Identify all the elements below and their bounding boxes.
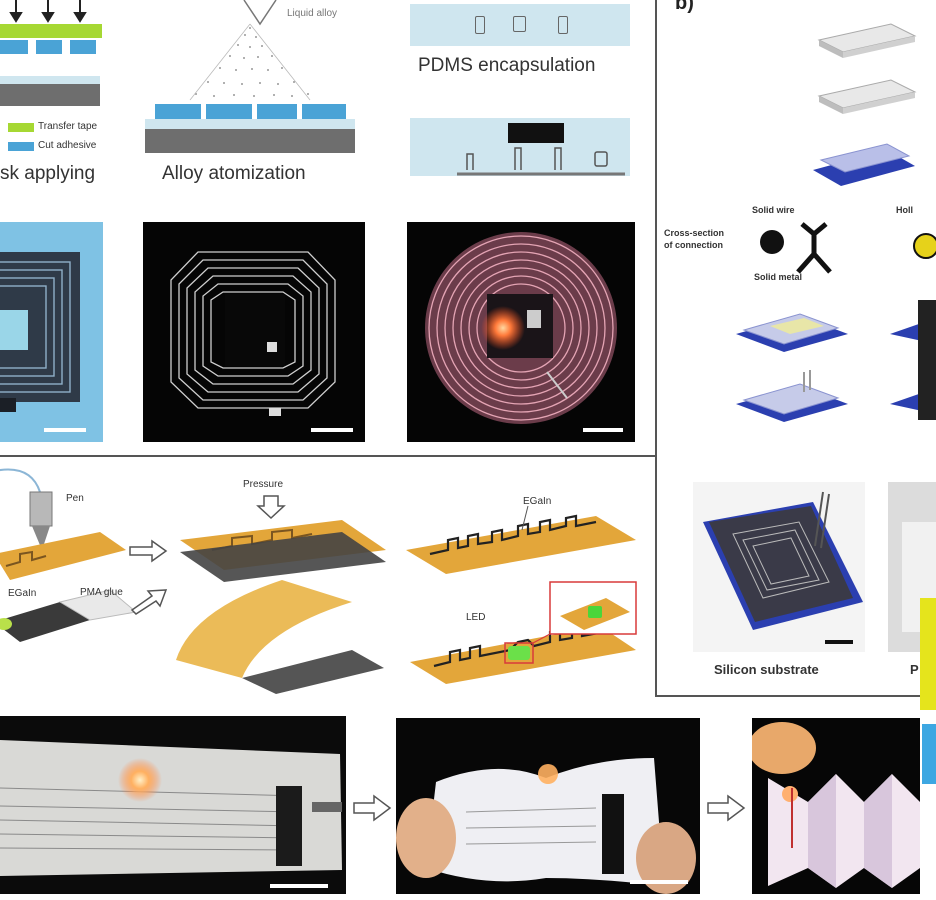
solid-metal-label: Solid metal [754,272,803,282]
nozzle-icon [243,0,277,26]
flow-arrow-icon [130,589,168,615]
edge-fragment [918,300,936,420]
edge-fragment [920,598,936,710]
panel-b-label: b) [675,0,694,14]
liquid-alloy-label: Liquid alloy [287,8,338,19]
solid-wire-label: Solid wire [752,205,795,215]
hollow-label: Holl [896,205,913,215]
cavity [475,16,485,34]
down-arrows [9,0,87,23]
photo-pdms-coil-led [407,222,635,442]
photo-flat-paper-circuit [0,716,346,894]
substrate [0,84,100,106]
chip [508,123,564,143]
cavity [513,16,526,32]
egain-label-left: EGaIn [8,588,37,599]
legend-transfer-tape: Transfer tape [38,121,98,132]
alloy-pad [206,104,252,119]
coil-graphic [0,252,80,412]
panel-b-border-bottom [655,695,936,697]
egain-label-top: EGaIn [523,496,552,507]
step-atomization-caption: Alloy atomization [162,163,306,184]
pma-glue-label: PMA glue [80,587,123,598]
scale-bar [583,428,623,432]
flow-arrow-icon [353,794,392,822]
silicon-device [703,491,863,630]
photo-folded-paper-circuit [752,718,920,894]
panel-a-divider [0,455,655,457]
substrate-blocks [736,313,936,422]
legend-green-swatch [8,123,34,132]
egain-circuit-top [406,505,636,574]
spray-cone [189,23,311,101]
legend-cyan-swatch [8,142,34,151]
led-circuit [410,581,637,684]
alloy-pad [257,104,297,119]
step-mask-caption: sk applying [0,163,96,184]
chip-pins [457,147,625,176]
coil-graphic [425,232,617,424]
scale-bar [270,884,328,888]
pressure-label: Pressure [243,479,284,490]
alloy-pad [155,104,201,119]
substrate [145,129,355,153]
adhesive-piece [70,40,96,54]
paper-circuit [0,740,342,876]
scale-bar [311,428,353,432]
pen-label: Pen [66,493,84,504]
adhesive-piece [0,40,28,54]
flow-arrow-icon [129,539,168,563]
scale-bar [630,880,688,884]
laminate-step [176,520,386,694]
pdms-block [410,4,630,46]
substrate-top [0,76,100,84]
panel-b-border-left [655,456,657,696]
substrate-top [145,119,355,129]
second-substrate-label: P [910,662,919,677]
photo-masked-coil [0,222,103,442]
edge-fragment [922,724,936,784]
silicon-substrate-label: Silicon substrate [714,662,819,677]
scale-bar [825,640,853,644]
connection-icons [760,222,936,274]
pen-drawing-step [0,468,138,642]
cavity [558,16,568,34]
scale-bar [44,428,86,432]
step-pdms-caption: PDMS encapsulation [418,55,596,76]
alloy-pad [302,104,346,119]
transfer-tape-layer [0,24,102,38]
adhesive-piece [36,40,62,54]
photo-silicon-substrate [693,482,865,652]
coil-graphic [170,251,336,416]
paper-circuit-bent [396,758,696,894]
panel-a-right-border [655,0,657,456]
photo-bent-paper-circuit [396,718,700,894]
legend-cut-adhesive: Cut adhesive [38,140,97,151]
layer-stack [813,23,917,186]
cross-section-label: Cross-section of connection [664,228,725,250]
led-label: LED [466,612,486,623]
flow-arrow-icon [707,794,746,822]
paper-circuit-folded [752,722,920,888]
photo-atomized-coil [143,222,365,442]
pressure-arrow-icon [256,495,286,520]
